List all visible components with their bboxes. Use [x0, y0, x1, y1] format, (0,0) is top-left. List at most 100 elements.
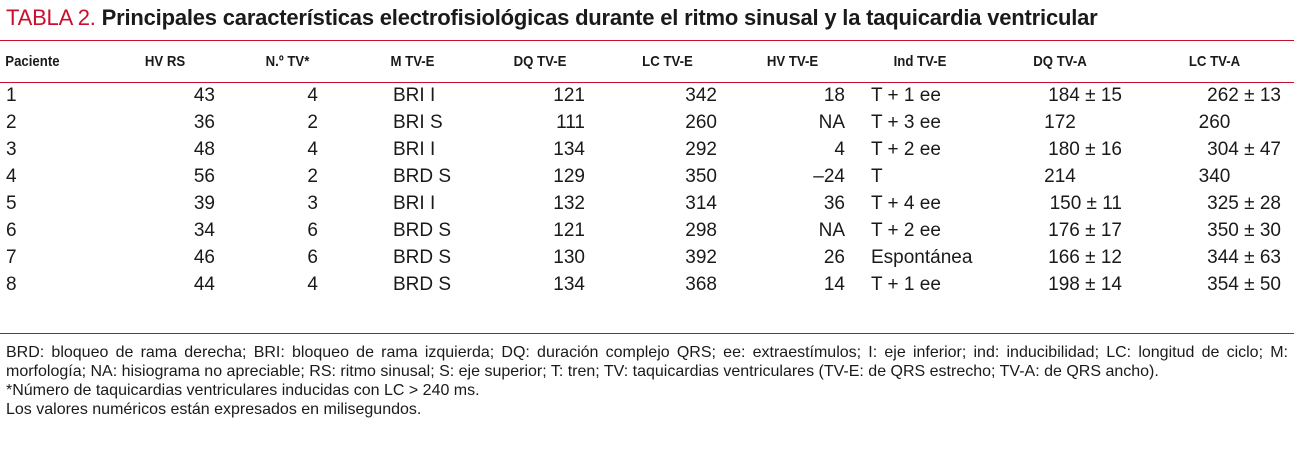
cell-m-tv-e: BRI S — [393, 111, 443, 133]
cell-dq-tv-a: 184 ± 15 — [1048, 84, 1122, 106]
cell-paciente: 7 — [6, 246, 17, 268]
cell-ind-tv-e: T + 3 ee — [871, 111, 941, 133]
cell-lc-tv-e: 292 — [685, 138, 717, 160]
cell-dq-tv-a: 166 ± 12 — [1048, 246, 1122, 268]
table-row: 6 34 6 BRD S 121 298 NA T + 2 ee 176 ± 1… — [0, 217, 1294, 244]
table-caption: Principales características electrofisio… — [101, 5, 1098, 30]
cell-m-tv-e: BRI I — [393, 138, 436, 160]
cell-lc-tv-e: 368 — [685, 273, 717, 295]
col-header-lc-tv-a: LC TV-A — [1188, 52, 1241, 70]
cell-hv-tv-e: 14 — [823, 273, 845, 295]
cell-lc-tv-e: 298 — [685, 219, 717, 241]
cell-dq-tv-a: 180 ± 16 — [1048, 138, 1122, 160]
cell-lc-tv-e: 342 — [685, 84, 717, 106]
cell-lc-tv-a: 354 ± 50 — [1207, 273, 1281, 295]
cell-hv-rs: 46 — [193, 246, 215, 268]
cell-ind-tv-e: T + 1 ee — [871, 273, 941, 295]
cell-ind-tv-e: T + 4 ee — [871, 192, 941, 214]
cell-hv-tv-e: 4 — [834, 138, 845, 160]
cell-hv-tv-e: –24 — [813, 165, 845, 187]
col-header-num-tv: N.º TV* — [265, 52, 310, 70]
cell-hv-rs: 43 — [193, 84, 215, 106]
header-rule — [0, 82, 1294, 83]
cell-ind-tv-e: T + 2 ee — [871, 138, 941, 160]
cell-dq-tv-e: 134 — [553, 273, 585, 295]
cell-paciente: 6 — [6, 219, 17, 241]
cell-m-tv-e: BRI I — [393, 84, 436, 106]
cell-lc-tv-e: 392 — [685, 246, 717, 268]
top-rule — [0, 40, 1294, 41]
col-header-hv-rs: HV RS — [144, 52, 186, 70]
cell-dq-tv-e: 130 — [553, 246, 585, 268]
cell-hv-rs: 36 — [193, 111, 215, 133]
col-header-lc-tv-e: LC TV-E — [642, 52, 693, 70]
col-header-dq-tv-e: DQ TV-E — [513, 52, 567, 70]
table-number: TABLA 2. — [6, 5, 96, 30]
cell-dq-tv-e: 121 — [553, 84, 585, 106]
table-footnotes: BRD: bloqueo de rama derecha; BRI: bloqu… — [6, 343, 1288, 419]
units-note: Los valores numéricos están expresados e… — [6, 401, 422, 418]
cell-ind-tv-e: T + 2 ee — [871, 219, 941, 241]
table-row: 5 39 3 BRI I 132 314 36 T + 4 ee 150 ± 1… — [0, 190, 1294, 217]
cell-m-tv-e: BRD S — [393, 273, 452, 295]
cell-num-tv: 3 — [307, 192, 318, 214]
cell-paciente: 5 — [6, 192, 17, 214]
table-title: TABLA 2. Principales características ele… — [6, 4, 1098, 32]
cell-lc-tv-a: 325 ± 28 — [1207, 192, 1281, 214]
cell-m-tv-e: BRI I — [393, 192, 436, 214]
cell-dq-tv-a: 214 — [1044, 165, 1076, 187]
cell-dq-tv-e: 111 — [556, 111, 585, 133]
cell-ind-tv-e: T + 1 ee — [871, 84, 941, 106]
cell-hv-rs: 44 — [193, 273, 215, 295]
cell-paciente: 8 — [6, 273, 17, 295]
col-header-m-tv-e: M TV-E — [390, 52, 435, 70]
cell-lc-tv-e: 260 — [685, 111, 717, 133]
cell-hv-tv-e: NA — [818, 219, 845, 241]
cell-paciente: 2 — [6, 111, 17, 133]
cell-hv-tv-e: 26 — [823, 246, 845, 268]
cell-hv-rs: 39 — [193, 192, 215, 214]
cell-hv-rs: 48 — [193, 138, 215, 160]
cell-dq-tv-e: 121 — [553, 219, 585, 241]
cell-hv-tv-e: 36 — [823, 192, 845, 214]
col-header-paciente: Paciente — [5, 52, 60, 70]
cell-lc-tv-a: 340 — [1198, 165, 1231, 187]
table-row: 4 56 2 BRD S 129 350 –24 T 214 340 — [0, 163, 1294, 190]
cell-ind-tv-e: Espontánea — [871, 246, 973, 268]
cell-lc-tv-a: 350 ± 30 — [1207, 219, 1281, 241]
cell-num-tv: 6 — [307, 246, 318, 268]
cell-num-tv: 6 — [307, 219, 318, 241]
cell-num-tv: 2 — [307, 111, 318, 133]
cell-dq-tv-e: 132 — [553, 192, 585, 214]
data-table: Paciente HV RS N.º TV* M TV-E DQ TV-E LC… — [0, 40, 1294, 298]
abbreviations-note: BRD: bloqueo de rama derecha; BRI: bloqu… — [6, 344, 1288, 380]
cell-dq-tv-a: 150 ± 11 — [1049, 192, 1122, 214]
table-row: 2 36 2 BRI S 111 260 NA T + 3 ee 172 260 — [0, 109, 1294, 136]
cell-hv-rs: 56 — [193, 165, 215, 187]
col-header-ind-tv-e: Ind TV-E — [893, 52, 947, 70]
cell-paciente: 3 — [6, 138, 17, 160]
cell-m-tv-e: BRD S — [393, 246, 452, 268]
cell-hv-tv-e: NA — [818, 111, 845, 133]
cell-lc-tv-a: 260 — [1198, 111, 1231, 133]
cell-hv-tv-e: 18 — [823, 84, 845, 106]
cell-lc-tv-e: 314 — [685, 192, 717, 214]
cell-lc-tv-e: 350 — [685, 165, 717, 187]
cell-m-tv-e: BRD S — [393, 165, 452, 187]
cell-dq-tv-a: 176 ± 17 — [1048, 219, 1122, 241]
cell-m-tv-e: BRD S — [393, 219, 452, 241]
cell-dq-tv-e: 134 — [553, 138, 585, 160]
cell-paciente: 4 — [6, 165, 17, 187]
col-header-dq-tv-a: DQ TV-A — [1033, 52, 1087, 70]
col-header-hv-tv-e: HV TV-E — [766, 52, 819, 70]
cell-hv-rs: 34 — [193, 219, 215, 241]
table-row: 3 48 4 BRI I 134 292 4 T + 2 ee 180 ± 16… — [0, 136, 1294, 163]
cell-lc-tv-a: 304 ± 47 — [1207, 138, 1281, 160]
cell-num-tv: 4 — [307, 273, 318, 295]
asterisk-note: *Número de taquicardias ventriculares in… — [6, 382, 480, 399]
cell-lc-tv-a: 262 ± 13 — [1207, 84, 1281, 106]
cell-dq-tv-a: 172 — [1044, 111, 1076, 133]
cell-dq-tv-e: 129 — [553, 165, 585, 187]
cell-num-tv: 4 — [307, 84, 318, 106]
